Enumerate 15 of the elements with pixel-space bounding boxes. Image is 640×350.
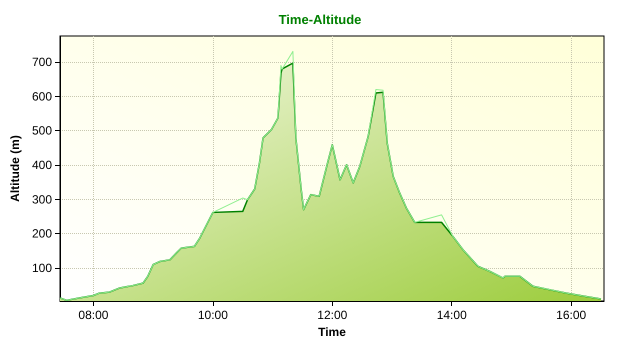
y-tick-label: 300 [32, 192, 52, 206]
x-axis-title: Time [318, 324, 346, 339]
y-tick-label: 400 [32, 158, 52, 172]
x-tick-label: 12:00 [317, 308, 348, 322]
x-tick-label: 08:00 [78, 308, 109, 322]
y-tick-label: 600 [32, 89, 52, 104]
y-tick-label: 700 [32, 55, 52, 70]
y-axis-title: Altitude (m) [8, 135, 22, 202]
y-tick-label: 200 [32, 226, 52, 241]
x-tick-label: 14:00 [436, 308, 468, 322]
chart-title: Time-Altitude [278, 12, 362, 27]
y-tick-label: 500 [32, 124, 52, 138]
x-tick-label: 10:00 [198, 308, 228, 322]
y-tick-label: 100 [32, 261, 52, 276]
x-tick-label: 16:00 [556, 308, 586, 322]
